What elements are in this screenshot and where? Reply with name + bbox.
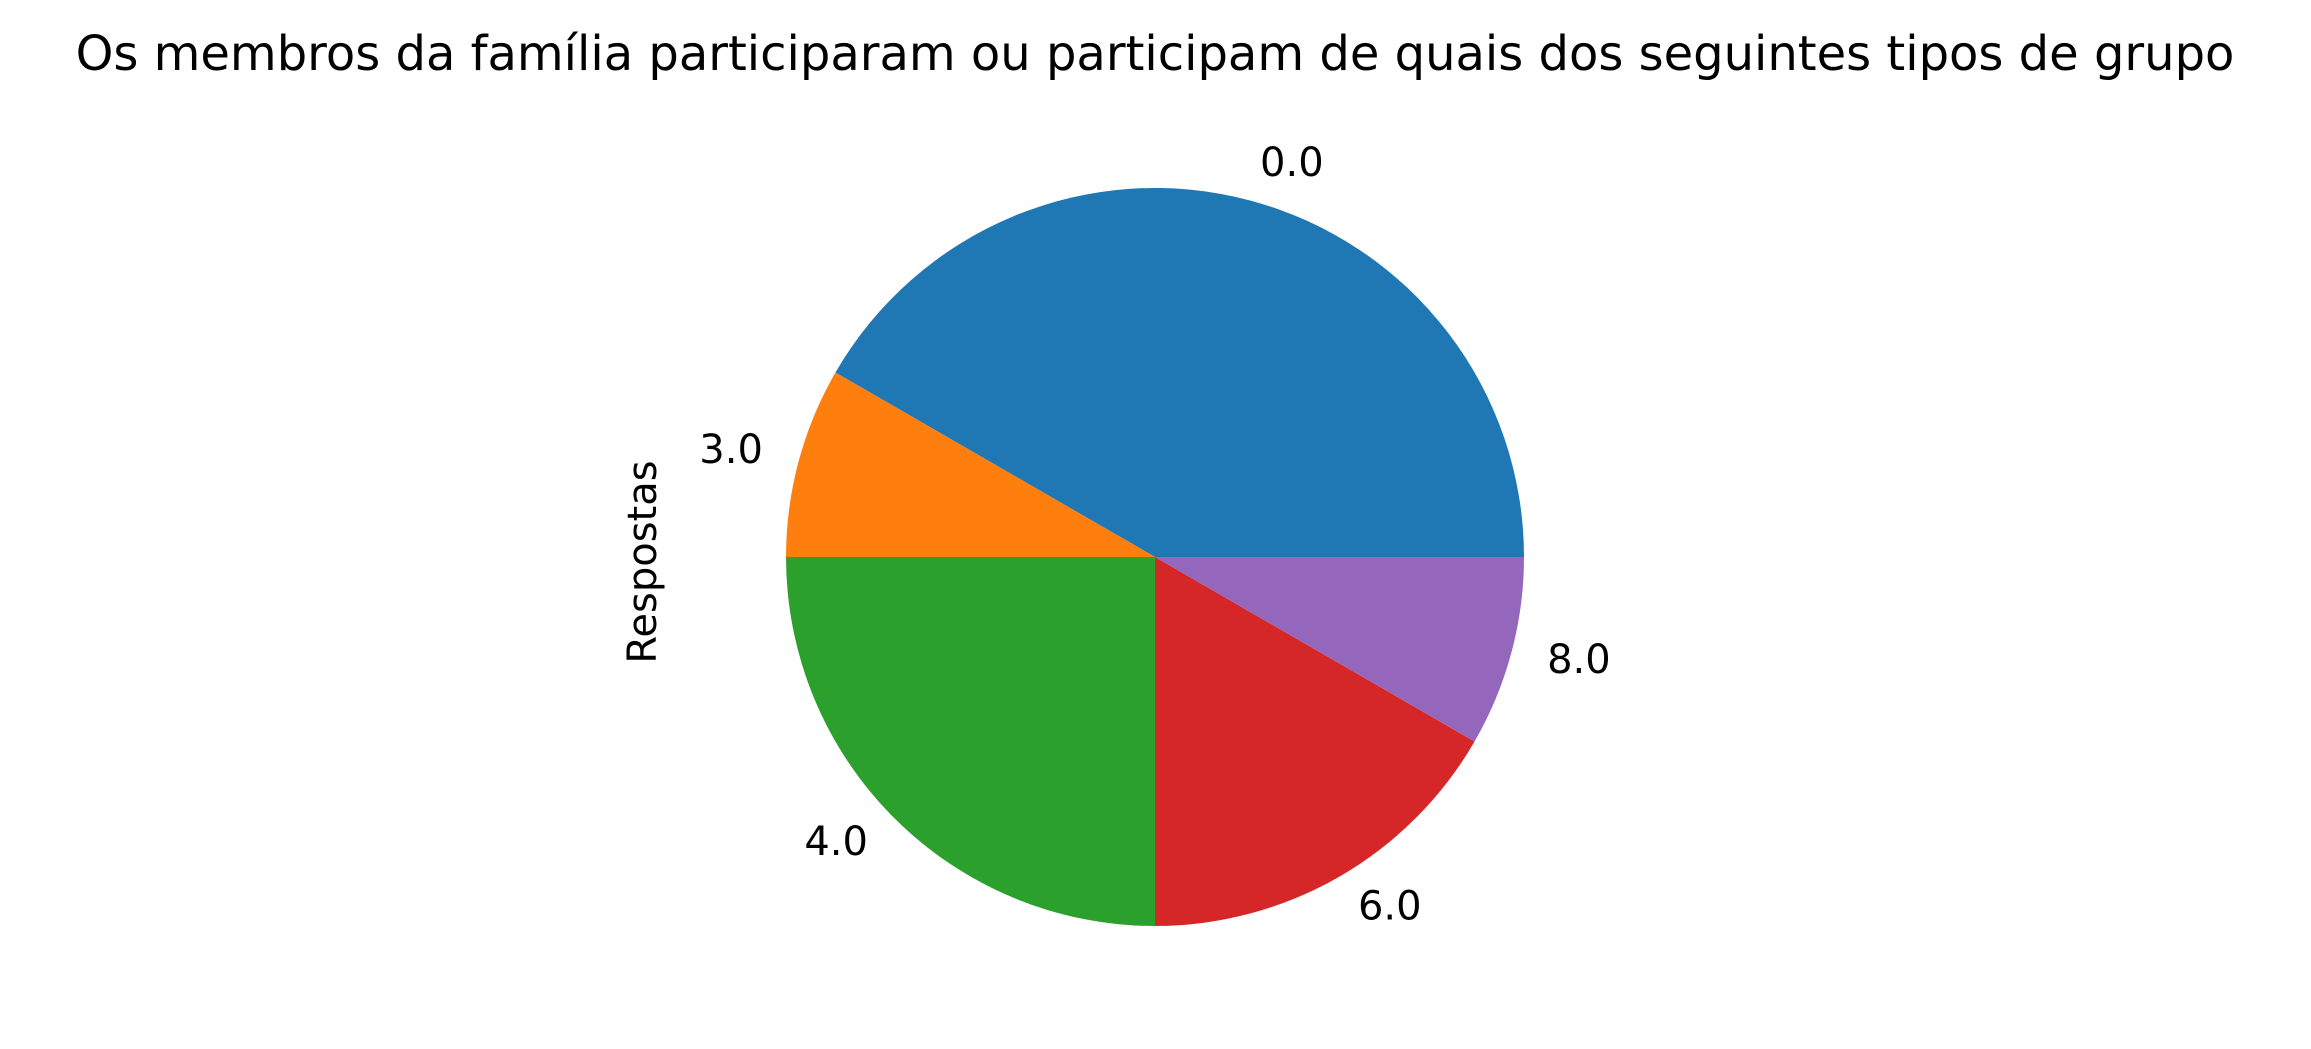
pie-label-6.0: 6.0 [1358, 884, 1422, 930]
y-axis-label: Respostas [620, 460, 666, 663]
pie-slice-8.0 [1155, 557, 1524, 742]
pie-slice-3.0 [786, 372, 1155, 557]
pie-labels: 0.0 3.0 4.0 6.0 8.0 [699, 140, 1610, 930]
pie-label-3.0: 3.0 [699, 427, 763, 473]
pie-slice-6.0 [1155, 557, 1475, 926]
pie-label-4.0: 4.0 [804, 819, 868, 865]
pie-slices [786, 188, 1524, 926]
chart-title: Os membros da família participaram ou pa… [76, 26, 2235, 82]
pie-slice-0.0 [835, 188, 1524, 557]
pie-label-8.0: 8.0 [1547, 637, 1611, 683]
pie-label-0.0: 0.0 [1260, 140, 1324, 186]
pie-slice-4.0 [786, 557, 1155, 926]
